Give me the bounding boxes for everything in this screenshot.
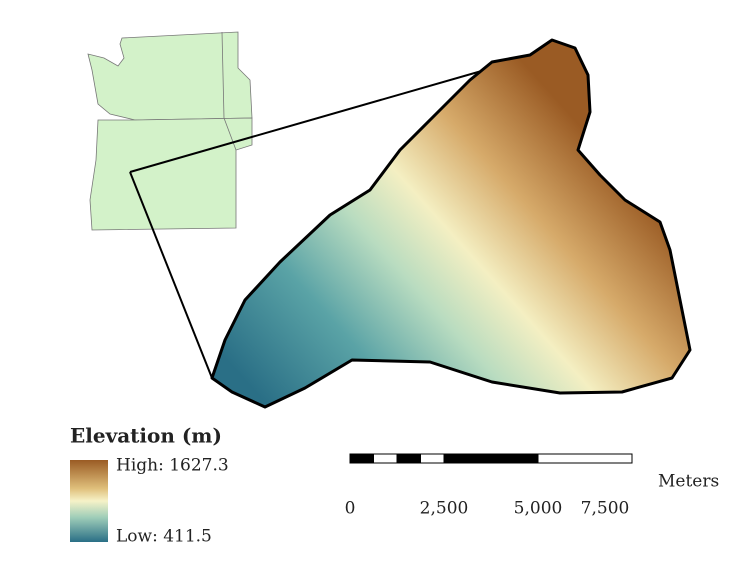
scale-segment (537, 453, 633, 464)
color-ramp (70, 460, 108, 542)
legend-title: Elevation (m) (70, 424, 222, 448)
scale-label: 2,500 (420, 499, 469, 519)
idaho-border (221, 31, 237, 151)
scale-segment (443, 453, 539, 464)
legend: Elevation (m) High: 1627.3 Low: 411.5 (70, 424, 229, 547)
scale-segment (349, 453, 374, 464)
legend-high: High: 1627.3 (116, 456, 229, 476)
scale-label: 0 (345, 499, 356, 519)
watershed (210, 38, 692, 409)
scale-label: 7,500 (581, 499, 630, 519)
scale-unit: Meters (658, 472, 719, 492)
zoom-lines (129, 67, 493, 379)
inset-map (87, 31, 253, 231)
scale-label: 5,000 (514, 499, 563, 519)
oregon (89, 117, 253, 231)
washington (87, 31, 253, 121)
scale-bar: Meters 0 2,500 5,000 7,500 (345, 453, 719, 519)
scale-segment (373, 453, 398, 464)
scale-segment (420, 453, 445, 464)
legend-low: Low: 411.5 (116, 527, 212, 547)
scale-segment (396, 453, 421, 464)
